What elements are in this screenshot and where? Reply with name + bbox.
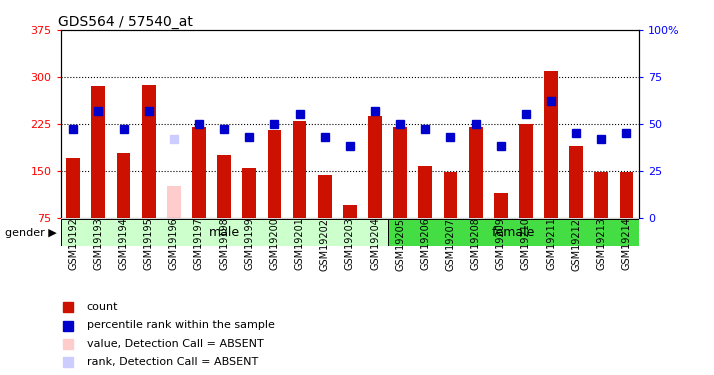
Bar — [563, 217, 589, 219]
Text: GDS564 / 57540_at: GDS564 / 57540_at — [58, 15, 193, 29]
Text: GSM19201: GSM19201 — [295, 217, 305, 270]
Text: GSM19193: GSM19193 — [94, 217, 104, 270]
Bar — [513, 217, 538, 219]
Text: GSM19214: GSM19214 — [621, 217, 631, 270]
Text: GSM19211: GSM19211 — [546, 217, 556, 270]
Bar — [393, 127, 407, 218]
Bar — [161, 217, 186, 219]
Text: GSM19198: GSM19198 — [219, 217, 229, 270]
Text: GSM19204: GSM19204 — [370, 217, 380, 270]
Text: GSM19194: GSM19194 — [119, 217, 129, 270]
Text: male: male — [208, 226, 240, 239]
Bar — [614, 217, 639, 219]
Bar — [242, 168, 256, 217]
Bar — [91, 86, 106, 218]
Bar — [413, 217, 438, 219]
Bar — [544, 70, 558, 217]
Text: GSM19206: GSM19206 — [421, 217, 431, 270]
Text: GSM19212: GSM19212 — [571, 217, 581, 271]
Bar — [111, 217, 136, 219]
Text: GSM19203: GSM19203 — [345, 217, 355, 270]
Bar — [136, 217, 161, 219]
Bar — [318, 175, 331, 217]
Text: GSM19208: GSM19208 — [471, 217, 481, 270]
Bar — [312, 217, 337, 219]
Bar — [192, 127, 206, 218]
Bar — [167, 186, 181, 218]
Text: GSM19199: GSM19199 — [244, 217, 254, 270]
Text: percentile rank within the sample: percentile rank within the sample — [86, 321, 275, 330]
Text: GSM19196: GSM19196 — [169, 217, 178, 270]
Bar — [388, 217, 413, 219]
Text: GSM19200: GSM19200 — [269, 217, 279, 270]
Bar — [488, 217, 513, 219]
Bar — [620, 172, 633, 217]
Bar — [262, 217, 287, 219]
Bar — [211, 217, 237, 219]
Bar — [61, 217, 86, 219]
Bar — [343, 205, 357, 218]
Bar — [268, 130, 281, 218]
Bar — [116, 153, 131, 218]
Text: value, Detection Call = ABSENT: value, Detection Call = ABSENT — [86, 339, 263, 349]
Text: GSM19205: GSM19205 — [395, 217, 405, 271]
Bar — [86, 217, 111, 219]
Bar — [287, 217, 312, 219]
Bar — [589, 217, 614, 219]
Text: GSM19192: GSM19192 — [69, 217, 79, 270]
Bar — [293, 121, 306, 218]
Bar — [186, 217, 211, 219]
Bar — [337, 217, 363, 219]
Text: gender ▶: gender ▶ — [6, 228, 57, 237]
Bar — [418, 166, 432, 218]
Bar — [538, 217, 563, 219]
Text: GSM19197: GSM19197 — [194, 217, 204, 270]
Bar — [438, 217, 463, 219]
Text: GSM19195: GSM19195 — [144, 217, 154, 270]
Bar — [388, 219, 639, 246]
Bar — [443, 172, 458, 217]
Bar — [519, 124, 533, 218]
Bar — [217, 155, 231, 218]
Text: count: count — [86, 302, 119, 312]
Bar — [463, 217, 488, 219]
Bar — [363, 217, 388, 219]
Bar — [66, 158, 80, 218]
Text: female: female — [492, 226, 535, 239]
Text: GSM19213: GSM19213 — [596, 217, 606, 270]
Bar — [142, 85, 156, 218]
Bar — [368, 116, 382, 218]
Text: GSM19209: GSM19209 — [496, 217, 506, 270]
Text: GSM19210: GSM19210 — [521, 217, 531, 270]
Text: GSM19202: GSM19202 — [320, 217, 330, 271]
Bar — [61, 219, 388, 246]
Bar — [494, 192, 508, 217]
Bar — [569, 146, 583, 218]
Bar — [237, 217, 262, 219]
Bar — [594, 172, 608, 217]
Text: GSM19207: GSM19207 — [446, 217, 456, 271]
Bar — [468, 127, 483, 218]
Text: rank, Detection Call = ABSENT: rank, Detection Call = ABSENT — [86, 357, 258, 367]
